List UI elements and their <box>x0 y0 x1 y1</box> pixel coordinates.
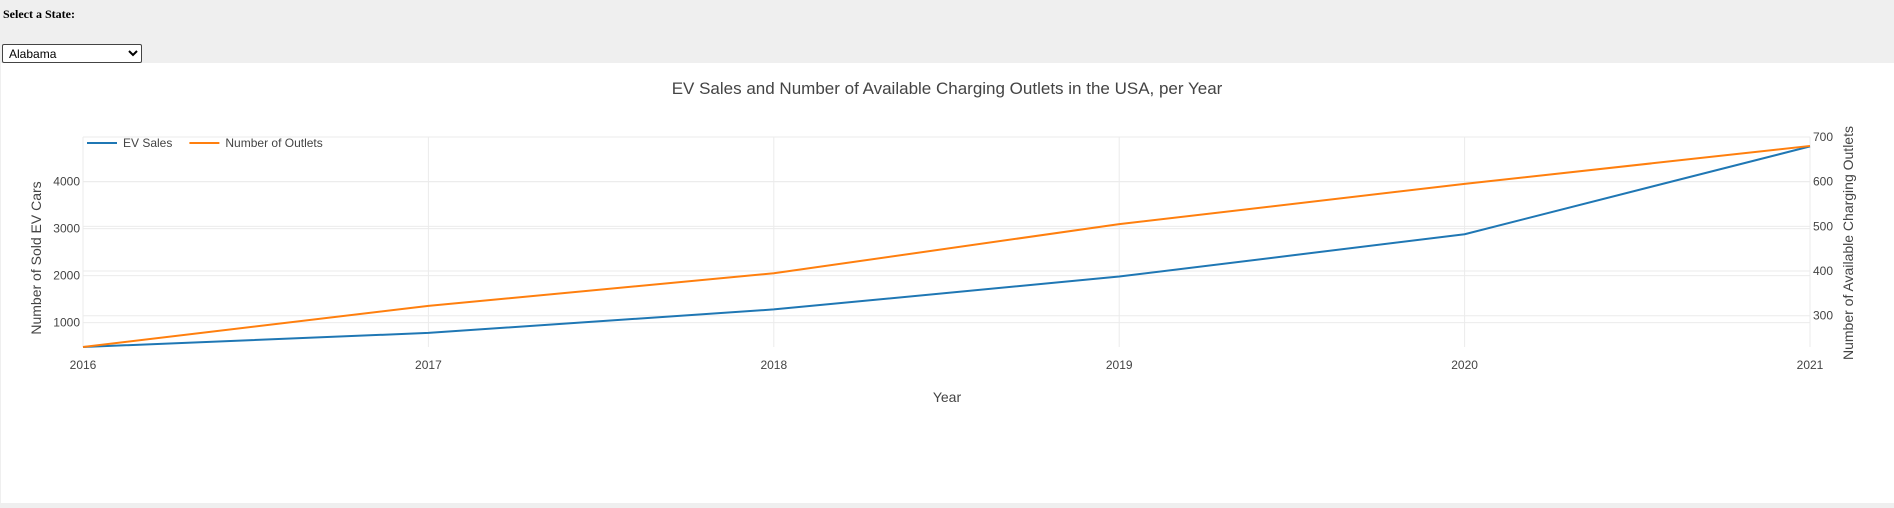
x-tick-label: 2020 <box>1451 358 1478 372</box>
state-select-label: Select a State: <box>3 7 75 21</box>
chart-grid <box>82 136 1811 347</box>
chart-legend[interactable]: EV Sales Number of Outlets <box>87 136 323 150</box>
right-y-axis-title: Number of Available Charging Outlets <box>1840 126 1856 360</box>
x-tick-label: 2019 <box>1106 358 1133 372</box>
left-y-tick-label: 3000 <box>53 222 80 236</box>
left-y-tick-label: 1000 <box>53 316 80 330</box>
left-y-tick-label: 4000 <box>53 175 80 189</box>
x-tick-label: 2016 <box>70 358 97 372</box>
x-axis-title: Year <box>933 389 962 405</box>
legend-item[interactable]: Number of Outlets <box>189 136 323 150</box>
x-axis-ticks: 2016 2017 2018 2019 2020 2021 <box>70 358 1824 372</box>
chart-title: EV Sales and Number of Available Chargin… <box>672 79 1223 98</box>
state-select-dropdown[interactable]: Alabama <box>2 44 142 63</box>
legend-item[interactable]: EV Sales <box>87 136 172 150</box>
legend-label: Number of Outlets <box>225 136 322 150</box>
ev-chart: EV Sales and Number of Available Chargin… <box>28 79 1856 405</box>
chart-panel: EV Sales and Number of Available Chargin… <box>1 63 1894 503</box>
x-tick-label: 2021 <box>1797 358 1824 372</box>
state-selector-bar: Select a State: Alabama <box>0 0 1894 63</box>
right-y-axis-ticks: 300 400 500 600 700 <box>1813 130 1833 323</box>
right-y-tick-label: 600 <box>1813 175 1833 189</box>
series-layer <box>82 144 1811 348</box>
legend-label: EV Sales <box>123 136 172 150</box>
right-y-tick-label: 400 <box>1813 264 1833 278</box>
left-y-axis-ticks: 1000 2000 3000 4000 <box>53 175 80 330</box>
series-line[interactable] <box>82 145 1811 348</box>
left-y-axis-title: Number of Sold EV Cars <box>28 181 44 334</box>
right-y-tick-label: 700 <box>1813 130 1833 144</box>
right-y-tick-label: 500 <box>1813 219 1833 233</box>
x-tick-label: 2018 <box>760 358 787 372</box>
right-y-tick-label: 300 <box>1813 309 1833 323</box>
series-line[interactable] <box>82 144 1811 348</box>
left-y-tick-label: 2000 <box>53 269 80 283</box>
x-tick-label: 2017 <box>415 358 442 372</box>
